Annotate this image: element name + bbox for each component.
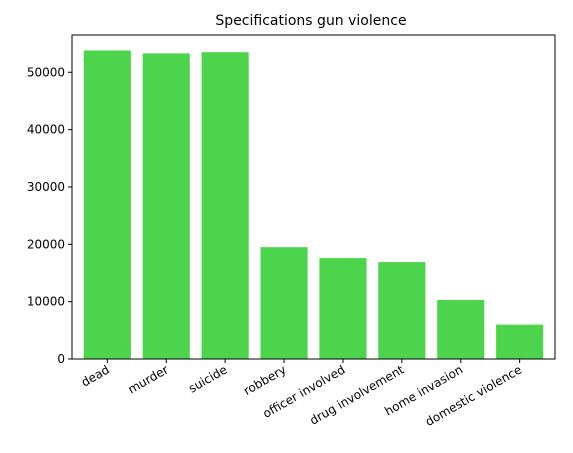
plot-frame	[71, 34, 556, 360]
y-tick-label: 0	[57, 352, 65, 366]
bar-suicide	[201, 52, 249, 359]
bar-drug-involvement	[378, 262, 426, 359]
x-tick-label: suicide	[186, 362, 229, 395]
bar-domestic-violence	[496, 324, 544, 359]
bar-home-invasion	[437, 299, 485, 359]
y-tick-label: 30000	[27, 180, 65, 194]
y-axis: 0 10000 20000 30000 40000 50000	[27, 65, 72, 366]
y-tick-label: 20000	[27, 237, 65, 251]
bar-murder	[142, 53, 190, 360]
bar-officer-involved	[319, 258, 367, 359]
x-tick-label: dead	[79, 362, 112, 389]
bar-dead	[83, 50, 131, 359]
x-tick-label: murder	[126, 362, 171, 396]
chart-title: Specifications gun violence	[215, 13, 406, 29]
x-tick-label: robbery	[241, 362, 288, 397]
bars-layer	[83, 50, 544, 360]
bar-robbery	[260, 247, 308, 359]
x-tick-label: domestic violence	[423, 362, 524, 429]
y-tick-label: 50000	[27, 65, 65, 79]
y-tick-label: 40000	[27, 123, 65, 137]
y-tick-label: 10000	[27, 295, 65, 309]
